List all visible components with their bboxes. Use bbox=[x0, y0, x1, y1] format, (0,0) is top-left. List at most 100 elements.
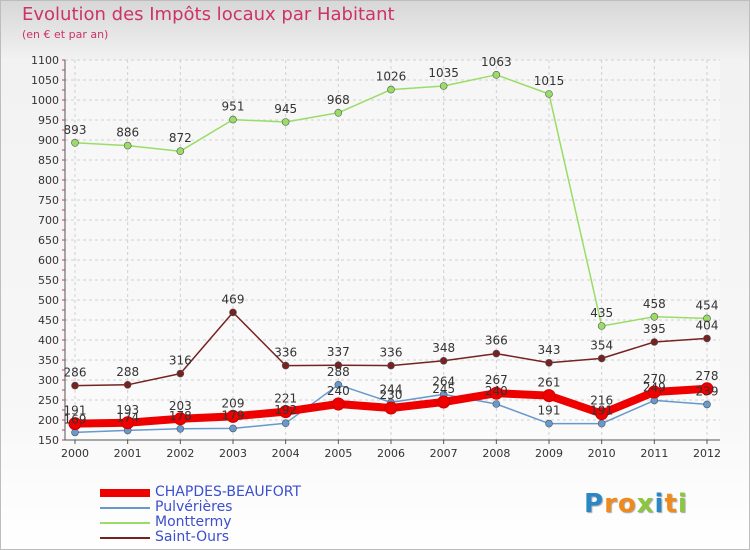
logo-letter: r bbox=[604, 489, 618, 519]
data-point bbox=[281, 361, 290, 370]
y-tick-label: 300 bbox=[38, 374, 59, 387]
logo-letter: i bbox=[654, 489, 665, 519]
data-label: 193 bbox=[116, 403, 139, 417]
y-tick-label: 900 bbox=[38, 134, 59, 147]
data-point bbox=[703, 314, 711, 323]
data-point bbox=[545, 90, 553, 98]
y-tick-label: 450 bbox=[38, 314, 59, 327]
y-tick-label: 700 bbox=[38, 214, 59, 227]
data-label: 286 bbox=[64, 366, 87, 380]
data-label: 230 bbox=[380, 388, 403, 402]
data-point bbox=[123, 380, 132, 389]
x-tick-label: 2008 bbox=[482, 447, 510, 460]
data-label: 245 bbox=[432, 382, 455, 396]
data-labels: 191 193 203 209 221 240 230 245 267 261 216 270 278 1… bbox=[64, 55, 719, 427]
data-label: 221 bbox=[274, 392, 297, 406]
y-tick-label: 950 bbox=[38, 114, 59, 127]
data-label: 348 bbox=[432, 341, 455, 355]
data-point bbox=[595, 407, 609, 421]
x-tick-label: 2012 bbox=[693, 447, 721, 460]
data-label: 240 bbox=[485, 384, 508, 398]
x-tick-label: 2000 bbox=[61, 447, 89, 460]
data-label: 249 bbox=[643, 380, 666, 394]
data-point bbox=[331, 397, 345, 411]
data-point bbox=[437, 395, 451, 409]
logo-letter: o bbox=[617, 489, 637, 519]
data-point bbox=[71, 381, 79, 390]
data-point bbox=[176, 147, 185, 155]
data-label: 893 bbox=[64, 123, 87, 137]
y-tick-label: 150 bbox=[38, 434, 59, 447]
data-label: 945 bbox=[274, 102, 297, 116]
data-point bbox=[334, 109, 343, 117]
x-tick-label: 2003 bbox=[219, 447, 247, 460]
data-point bbox=[387, 85, 395, 94]
data-label: 395 bbox=[643, 322, 666, 336]
data-point bbox=[226, 409, 240, 423]
data-label: 191 bbox=[64, 404, 87, 418]
data-point bbox=[439, 356, 448, 365]
data-point bbox=[492, 349, 501, 358]
data-points bbox=[68, 71, 714, 437]
y-tick-label: 1000 bbox=[31, 94, 59, 107]
data-label: 179 bbox=[222, 408, 245, 422]
x-tick-label: 2005 bbox=[324, 447, 352, 460]
x-tick-label: 2010 bbox=[588, 447, 616, 460]
data-label: 174 bbox=[116, 410, 139, 424]
data-point bbox=[281, 419, 290, 428]
data-point bbox=[176, 369, 185, 378]
legend-swatch bbox=[100, 522, 150, 524]
chart-subtitle: (en € et par an) bbox=[22, 28, 109, 41]
y-tick-label: 750 bbox=[38, 194, 59, 207]
y-tick-label: 250 bbox=[38, 394, 59, 407]
data-point bbox=[650, 338, 659, 346]
x-tick-label: 2004 bbox=[272, 447, 300, 460]
data-label: 192 bbox=[274, 403, 297, 417]
data-label: 288 bbox=[116, 365, 139, 379]
data-point bbox=[334, 361, 343, 370]
proxiti-logo: Proxiti bbox=[584, 489, 688, 519]
data-label: 239 bbox=[696, 384, 719, 398]
x-tick-label: 2009 bbox=[535, 447, 563, 460]
data-label: 872 bbox=[169, 131, 192, 145]
x-tick-label: 2002 bbox=[166, 447, 194, 460]
data-label: 469 bbox=[222, 292, 245, 306]
data-point bbox=[492, 71, 501, 79]
data-label: 354 bbox=[590, 338, 613, 352]
y-tick-label: 600 bbox=[38, 254, 59, 267]
data-label: 337 bbox=[327, 345, 350, 359]
data-point bbox=[334, 380, 343, 389]
y-tick-label: 800 bbox=[38, 174, 59, 187]
data-point bbox=[489, 386, 503, 400]
data-point bbox=[68, 417, 82, 431]
data-point bbox=[123, 141, 132, 150]
data-point bbox=[229, 424, 237, 433]
y-tick-label: 650 bbox=[38, 234, 59, 247]
data-point bbox=[597, 322, 606, 330]
legend-swatch bbox=[100, 537, 150, 539]
y-tick-label: 550 bbox=[38, 274, 59, 287]
data-label: 244 bbox=[380, 382, 403, 396]
data-label: 191 bbox=[538, 404, 561, 418]
y-tick-label: 1050 bbox=[31, 74, 59, 87]
tick-labels: 150 200 250 300 350 400 450 500 550 600 650 700 750 8… bbox=[31, 54, 721, 460]
data-label: 886 bbox=[116, 126, 139, 140]
axes bbox=[62, 59, 720, 444]
data-label: 404 bbox=[696, 318, 719, 332]
data-label: 278 bbox=[696, 369, 719, 383]
data-point bbox=[703, 400, 711, 409]
data-point bbox=[492, 400, 501, 408]
data-point bbox=[650, 312, 659, 321]
data-label: 203 bbox=[169, 399, 192, 413]
data-label: 454 bbox=[696, 298, 719, 312]
data-label: 209 bbox=[222, 396, 245, 410]
data-point bbox=[700, 382, 714, 396]
x-tick-label: 2001 bbox=[114, 447, 142, 460]
legend-label: CHAPDES-BEAUFORT bbox=[155, 484, 301, 500]
data-label: 366 bbox=[485, 334, 508, 348]
data-point bbox=[229, 115, 237, 124]
legend-swatch bbox=[100, 507, 150, 509]
data-label: 458 bbox=[643, 297, 666, 311]
legend-label: Saint-Ours bbox=[155, 529, 230, 545]
x-tick-label: 2007 bbox=[430, 447, 458, 460]
